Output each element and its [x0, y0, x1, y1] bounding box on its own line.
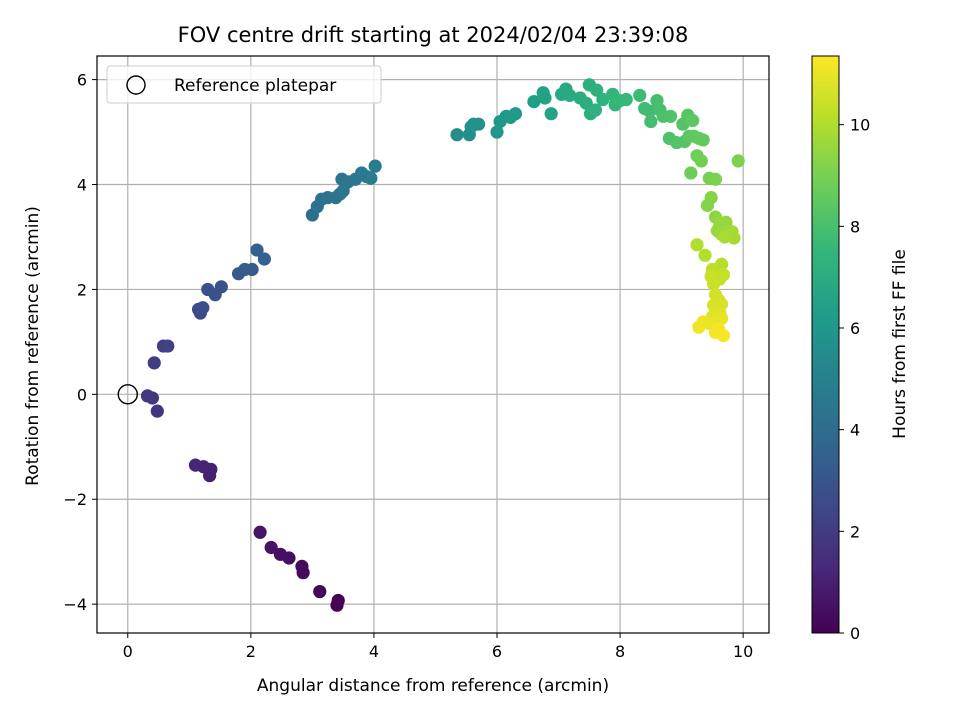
data-point — [619, 92, 633, 107]
colorbar-label: Hours from first FF file — [890, 249, 910, 439]
y-axis-label: Rotation from reference (arcmin) — [23, 206, 43, 486]
data-point — [718, 230, 732, 244]
x-tick-label: 10 — [733, 642, 753, 661]
data-point — [196, 301, 210, 315]
y-tick-label: −4 — [63, 595, 87, 614]
data-point — [690, 238, 704, 252]
x-tick-label: 8 — [615, 642, 625, 661]
chart-title: FOV centre drift starting at 2024/02/04 … — [178, 23, 689, 47]
data-point — [696, 133, 710, 147]
data-point — [253, 525, 267, 539]
data-point — [643, 104, 657, 118]
data-point — [147, 356, 161, 370]
colorbar-tick-label: 0 — [850, 624, 860, 643]
colorbar-tick-label: 10 — [850, 116, 870, 135]
data-point — [716, 328, 731, 343]
data-point — [368, 159, 382, 173]
data-point — [364, 171, 378, 185]
data-point — [590, 83, 604, 97]
data-point — [694, 154, 708, 168]
data-point — [663, 109, 678, 123]
data-point — [596, 92, 610, 107]
x-tick-label: 4 — [369, 642, 379, 661]
data-point — [588, 103, 603, 117]
data-point — [715, 311, 729, 325]
data-point — [140, 389, 155, 403]
colorbar: 0 2 4 6 8 10 Hours from first FF file — [811, 55, 910, 643]
data-point — [692, 320, 706, 334]
data-point — [161, 339, 175, 353]
data-point — [257, 252, 271, 266]
colorbar-tick-label: 2 — [850, 522, 860, 541]
data-point — [471, 117, 486, 131]
data-point — [250, 243, 264, 257]
legend-box — [106, 65, 382, 104]
data-point — [508, 107, 523, 121]
data-point — [731, 154, 745, 168]
axes-frame — [96, 55, 770, 634]
data-point — [708, 172, 723, 186]
data-point — [245, 262, 259, 277]
data-point — [490, 125, 504, 139]
data-point — [331, 593, 345, 608]
data-point — [698, 248, 712, 262]
data-point — [684, 166, 698, 180]
data-point — [264, 540, 278, 555]
data-point — [313, 584, 327, 599]
plot-area: 0 2 4 6 8 10 −4 −2 0 2 4 6 — [63, 55, 770, 661]
data-point — [527, 95, 541, 109]
colorbar-tick-label: 4 — [850, 421, 860, 440]
data-point — [563, 88, 577, 102]
legend-entry-reference: Reference platepar — [174, 76, 336, 96]
colorbar-tick-label: 6 — [850, 319, 860, 338]
x-tick-label: 2 — [246, 642, 256, 661]
data-point — [273, 547, 287, 561]
y-tick-label: 4 — [77, 176, 87, 195]
y-tick-label: 2 — [77, 280, 87, 299]
data-point — [450, 128, 464, 142]
data-point — [644, 114, 658, 129]
data-point — [686, 113, 700, 128]
data-point — [704, 191, 718, 205]
data-point — [707, 277, 721, 291]
data-point — [633, 88, 647, 102]
data-point — [538, 91, 552, 105]
colorbar-tick-label: 8 — [850, 217, 860, 236]
colorbar-bar — [811, 55, 840, 634]
data-point — [544, 107, 558, 121]
x-tick-label: 6 — [492, 642, 502, 661]
y-tick-label: 6 — [77, 71, 87, 90]
legend: Reference platepar — [106, 65, 382, 104]
data-point — [188, 458, 203, 472]
data-point — [716, 268, 731, 282]
colorbar-ticks: 0 2 4 6 8 10 — [839, 116, 870, 643]
data-point — [295, 559, 309, 573]
y-tick-label: 0 — [77, 385, 87, 404]
data-point — [150, 404, 164, 418]
data-point — [214, 280, 228, 294]
reference-point-marker — [117, 384, 138, 405]
data-point — [579, 96, 593, 110]
x-axis-label: Angular distance from reference (arcmin) — [257, 676, 609, 696]
y-tick-label: −2 — [63, 490, 87, 509]
x-tick-label: 0 — [123, 642, 133, 661]
legend-marker-reference — [126, 75, 146, 95]
